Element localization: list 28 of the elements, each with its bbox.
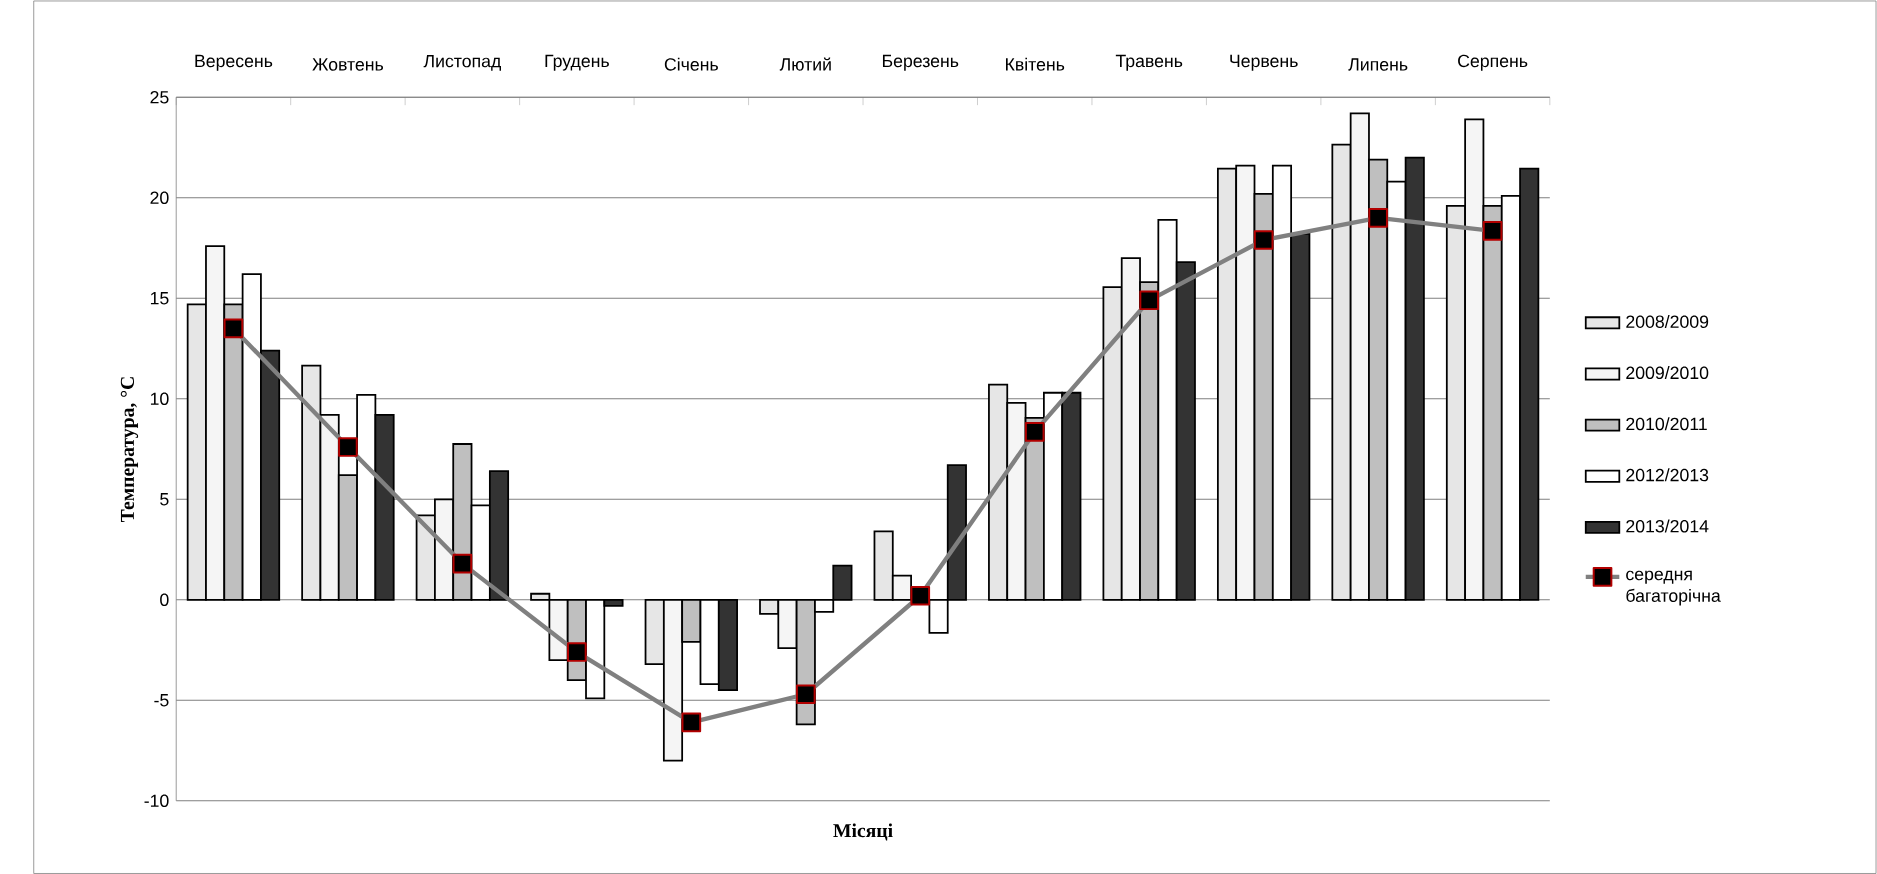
x-tick-label: Травень xyxy=(1115,54,1183,71)
x-tick-label: Квітень xyxy=(1006,57,1065,71)
legend-label: 2012/2013 xyxy=(1626,468,1709,482)
x-tick-label: Листопад xyxy=(423,54,501,71)
x-tick-label: Лютий xyxy=(779,57,831,71)
y-axis-title: Температура, °C xyxy=(120,377,139,522)
legend-label: 2008/2009 xyxy=(1626,314,1709,328)
y-tick-label: -10 xyxy=(144,794,169,807)
y-tick-label: 0 xyxy=(160,593,169,606)
x-tick-label: Жовтень xyxy=(312,58,384,71)
y-tick-label: 20 xyxy=(150,191,169,204)
x-tick-label: Червень xyxy=(1230,54,1298,71)
legend-label: середня багаторічна xyxy=(1626,570,1721,606)
x-axis-title: Місяці xyxy=(833,823,893,841)
y-tick-label: -5 xyxy=(154,693,169,707)
y-tick-label: 10 xyxy=(150,392,169,405)
y-tick-label: 15 xyxy=(150,291,169,305)
legend-label: 2010/2011 xyxy=(1626,416,1707,430)
legend-label: 2013/2014 xyxy=(1626,519,1709,533)
x-tick-label: Серпень xyxy=(1458,54,1528,71)
x-tick-label: Березень xyxy=(882,54,959,71)
y-tick-label: 25 xyxy=(150,90,169,104)
x-tick-label: Грудень xyxy=(545,54,609,71)
x-tick-label: Вересень xyxy=(195,54,273,71)
legend-label: 2009/2010 xyxy=(1626,365,1709,379)
x-tick-label: Липень xyxy=(1348,58,1408,71)
y-tick-label: 5 xyxy=(160,492,169,506)
x-tick-label: Січень xyxy=(664,57,718,71)
